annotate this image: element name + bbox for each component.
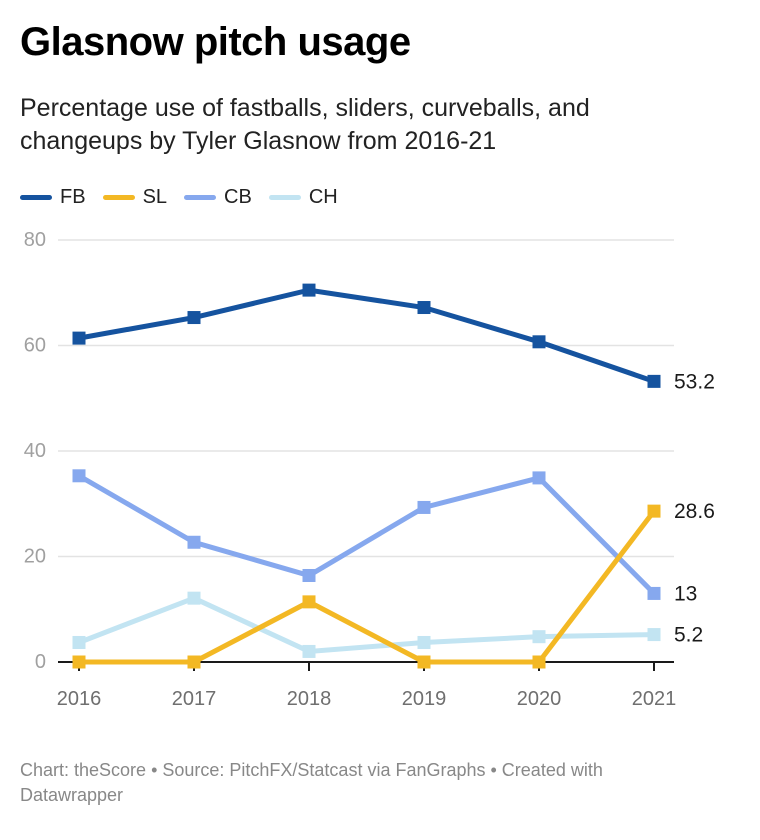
- data-point-marker: [647, 374, 661, 388]
- end-label-ch: 5.2: [674, 624, 703, 647]
- data-point-marker: [417, 301, 431, 315]
- data-point-marker: [647, 628, 661, 642]
- x-axis: 2016 2017 2018 2019 2020 2021: [57, 661, 677, 710]
- legend-swatch-fb: [20, 195, 52, 200]
- data-point-marker: [72, 469, 86, 483]
- legend-label-cb: CB: [224, 186, 252, 208]
- data-point-marker: [187, 535, 201, 549]
- data-point-marker: [302, 595, 316, 609]
- y-tick-label: 80: [24, 229, 46, 251]
- end-labels: 53.2 28.6 13 5.2: [674, 370, 715, 646]
- legend-item-fb: FB: [20, 186, 86, 209]
- data-point-marker: [532, 630, 546, 644]
- data-point-marker: [647, 586, 661, 600]
- data-point-marker: [72, 331, 86, 345]
- data-point-marker: [72, 635, 86, 649]
- data-point-marker: [417, 655, 431, 669]
- legend-item-sl: SL: [102, 186, 168, 209]
- series-lines: [72, 283, 661, 658]
- chart-footer: Chart: theScore • Source: PitchFX/Statca…: [20, 760, 603, 805]
- legend-label-ch: CH: [308, 186, 338, 208]
- legend-label-fb: FB: [60, 186, 86, 208]
- x-tick-label: 2019: [402, 688, 447, 710]
- series-sl: [72, 504, 661, 669]
- legend: FB SL CB CH: [20, 186, 355, 209]
- end-label-cb: 13: [674, 582, 697, 605]
- x-tick-label: 2018: [287, 688, 332, 710]
- data-point-marker: [532, 655, 546, 669]
- y-tick-label: 20: [24, 546, 46, 568]
- x-tick-label: 2016: [57, 688, 102, 710]
- legend-label-sl: SL: [142, 186, 168, 208]
- series-cb: [72, 469, 661, 600]
- legend-swatch-ch: [268, 195, 301, 200]
- data-point-marker: [187, 655, 201, 669]
- line-chart: 0 20 40 60 80 2016 2017 2018 2019 2020 2021 53.2 2…: [24, 229, 715, 710]
- legend-swatch-cb: [184, 195, 217, 200]
- y-tick-label: 60: [24, 335, 46, 357]
- data-point-marker: [532, 335, 546, 349]
- series-fb: [72, 283, 661, 388]
- chart-title: Glasnow pitch usage: [20, 20, 411, 64]
- gridlines: [58, 239, 674, 558]
- data-point-marker: [302, 283, 316, 297]
- series-line-sl: [79, 509, 656, 665]
- y-axis: 0 20 40 60 80: [24, 229, 46, 673]
- series-line-fb: [78, 287, 655, 384]
- data-point-marker: [187, 311, 201, 325]
- series-line-cb: [77, 473, 656, 596]
- legend-swatch-sl: [102, 195, 135, 200]
- y-tick-label: 40: [24, 440, 46, 462]
- data-point-marker: [532, 471, 546, 485]
- chart-subtitle: Percentage use of fastballs, sliders, cu…: [20, 94, 590, 155]
- legend-item-ch: CH: [268, 186, 338, 209]
- data-point-marker: [647, 504, 661, 518]
- x-tick-label: 2021: [632, 688, 677, 710]
- data-point-marker: [417, 500, 431, 514]
- data-point-marker: [302, 568, 316, 582]
- x-tick-label: 2017: [172, 688, 217, 710]
- data-point-marker: [72, 655, 86, 669]
- series-ch: [72, 591, 661, 658]
- x-tick-label: 2020: [517, 688, 562, 710]
- data-point-marker: [417, 635, 431, 649]
- data-point-marker: [187, 591, 201, 605]
- legend-item-cb: CB: [184, 186, 252, 209]
- y-tick-label: 0: [35, 651, 46, 673]
- data-point-marker: [302, 644, 316, 658]
- end-label-fb: 53.2: [674, 370, 715, 393]
- end-label-sl: 28.6: [674, 500, 715, 523]
